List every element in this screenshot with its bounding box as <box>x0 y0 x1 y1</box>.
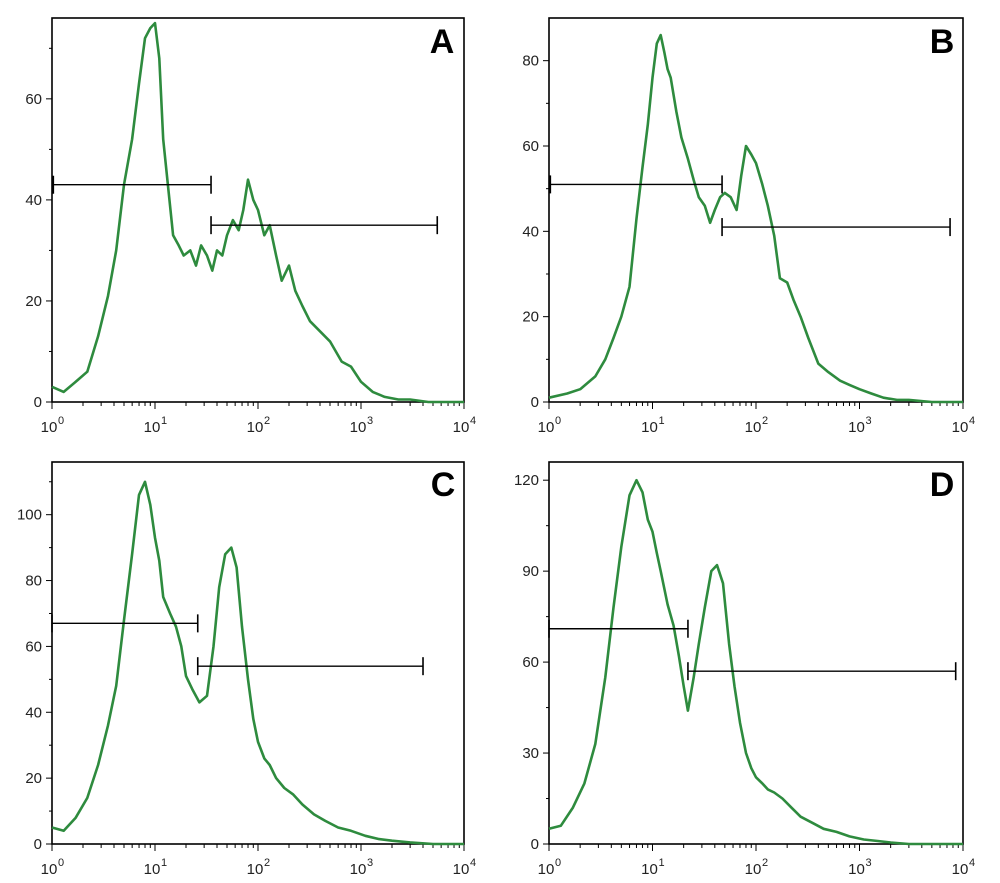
panel-label: D <box>930 466 955 504</box>
x-tick-label-base: 10 <box>41 419 58 436</box>
plot-frame <box>548 461 964 845</box>
y-tick-label: 0 <box>34 394 42 411</box>
x-tick-label-exponent: 4 <box>969 415 975 427</box>
plot-frame <box>51 461 465 845</box>
x-tick-label-base: 10 <box>848 419 865 436</box>
histogram-line <box>51 21 464 404</box>
y-tick-label: 0 <box>34 836 42 853</box>
y-tick-label: 80 <box>522 53 539 70</box>
y-tick-label: 20 <box>522 309 539 326</box>
x-tick-label-base: 10 <box>538 419 555 436</box>
x-tick-label-exponent: 4 <box>470 415 476 427</box>
y-tick-label: 20 <box>25 293 42 310</box>
y-tick-label: 0 <box>531 836 539 853</box>
y-tick-label: 20 <box>25 770 42 787</box>
x-tick-label-exponent: 1 <box>161 857 167 869</box>
x-tick-label-exponent: 0 <box>58 415 64 427</box>
x-tick-label-base: 10 <box>745 861 762 878</box>
panel-label: C <box>431 466 456 504</box>
x-tick-label-base: 10 <box>952 861 969 878</box>
x-tick-label-exponent: 1 <box>658 857 664 869</box>
x-tick-label-base: 10 <box>247 861 264 878</box>
x-tick-label-exponent: 0 <box>58 857 64 869</box>
y-tick-label: 60 <box>522 138 539 155</box>
y-tick-label: 60 <box>522 654 539 671</box>
x-tick-label-exponent: 2 <box>264 857 270 869</box>
histogram-line <box>51 480 464 846</box>
x-tick-label-base: 10 <box>641 419 658 436</box>
x-tick-label-exponent: 0 <box>555 857 561 869</box>
x-tick-label-exponent: 0 <box>555 415 561 427</box>
x-tick-label-base: 10 <box>144 419 161 436</box>
x-tick-label-exponent: 3 <box>367 415 373 427</box>
panel-label: A <box>430 23 455 61</box>
y-tick-label: 40 <box>25 704 42 721</box>
x-tick-label-exponent: 4 <box>470 857 476 869</box>
x-tick-label-exponent: 1 <box>161 415 167 427</box>
x-tick-label-base: 10 <box>952 419 969 436</box>
x-tick-label-exponent: 3 <box>367 857 373 869</box>
y-tick-label: 60 <box>25 638 42 655</box>
histogram-line <box>548 33 963 404</box>
y-tick-label: 0 <box>531 394 539 411</box>
x-tick-label-base: 10 <box>745 419 762 436</box>
x-tick-label-base: 10 <box>247 419 264 436</box>
x-tick-label-base: 10 <box>641 861 658 878</box>
x-tick-label-exponent: 2 <box>264 415 270 427</box>
x-tick-label-base: 10 <box>538 861 555 878</box>
y-tick-label: 60 <box>25 91 42 108</box>
x-tick-label-exponent: 3 <box>865 415 871 427</box>
x-tick-label-exponent: 3 <box>865 857 871 869</box>
x-tick-label-exponent: 2 <box>762 415 768 427</box>
x-tick-label-base: 10 <box>144 861 161 878</box>
y-tick-label: 100 <box>17 507 42 524</box>
panel-label: B <box>930 23 955 61</box>
x-tick-label-exponent: 1 <box>658 415 664 427</box>
histogram-line <box>548 478 963 846</box>
x-tick-label-exponent: 4 <box>969 857 975 869</box>
x-tick-label-base: 10 <box>848 861 865 878</box>
x-tick-label-base: 10 <box>453 419 470 436</box>
y-tick-label: 90 <box>522 563 539 580</box>
x-tick-label-exponent: 2 <box>762 857 768 869</box>
y-tick-label: 40 <box>25 192 42 209</box>
y-tick-label: 30 <box>522 745 539 762</box>
y-tick-label: 40 <box>522 223 539 240</box>
y-tick-label: 80 <box>25 573 42 590</box>
x-tick-label-base: 10 <box>350 861 367 878</box>
x-tick-label-base: 10 <box>41 861 58 878</box>
y-tick-label: 120 <box>514 472 539 489</box>
x-tick-label-base: 10 <box>453 861 470 878</box>
x-tick-label-base: 10 <box>350 419 367 436</box>
